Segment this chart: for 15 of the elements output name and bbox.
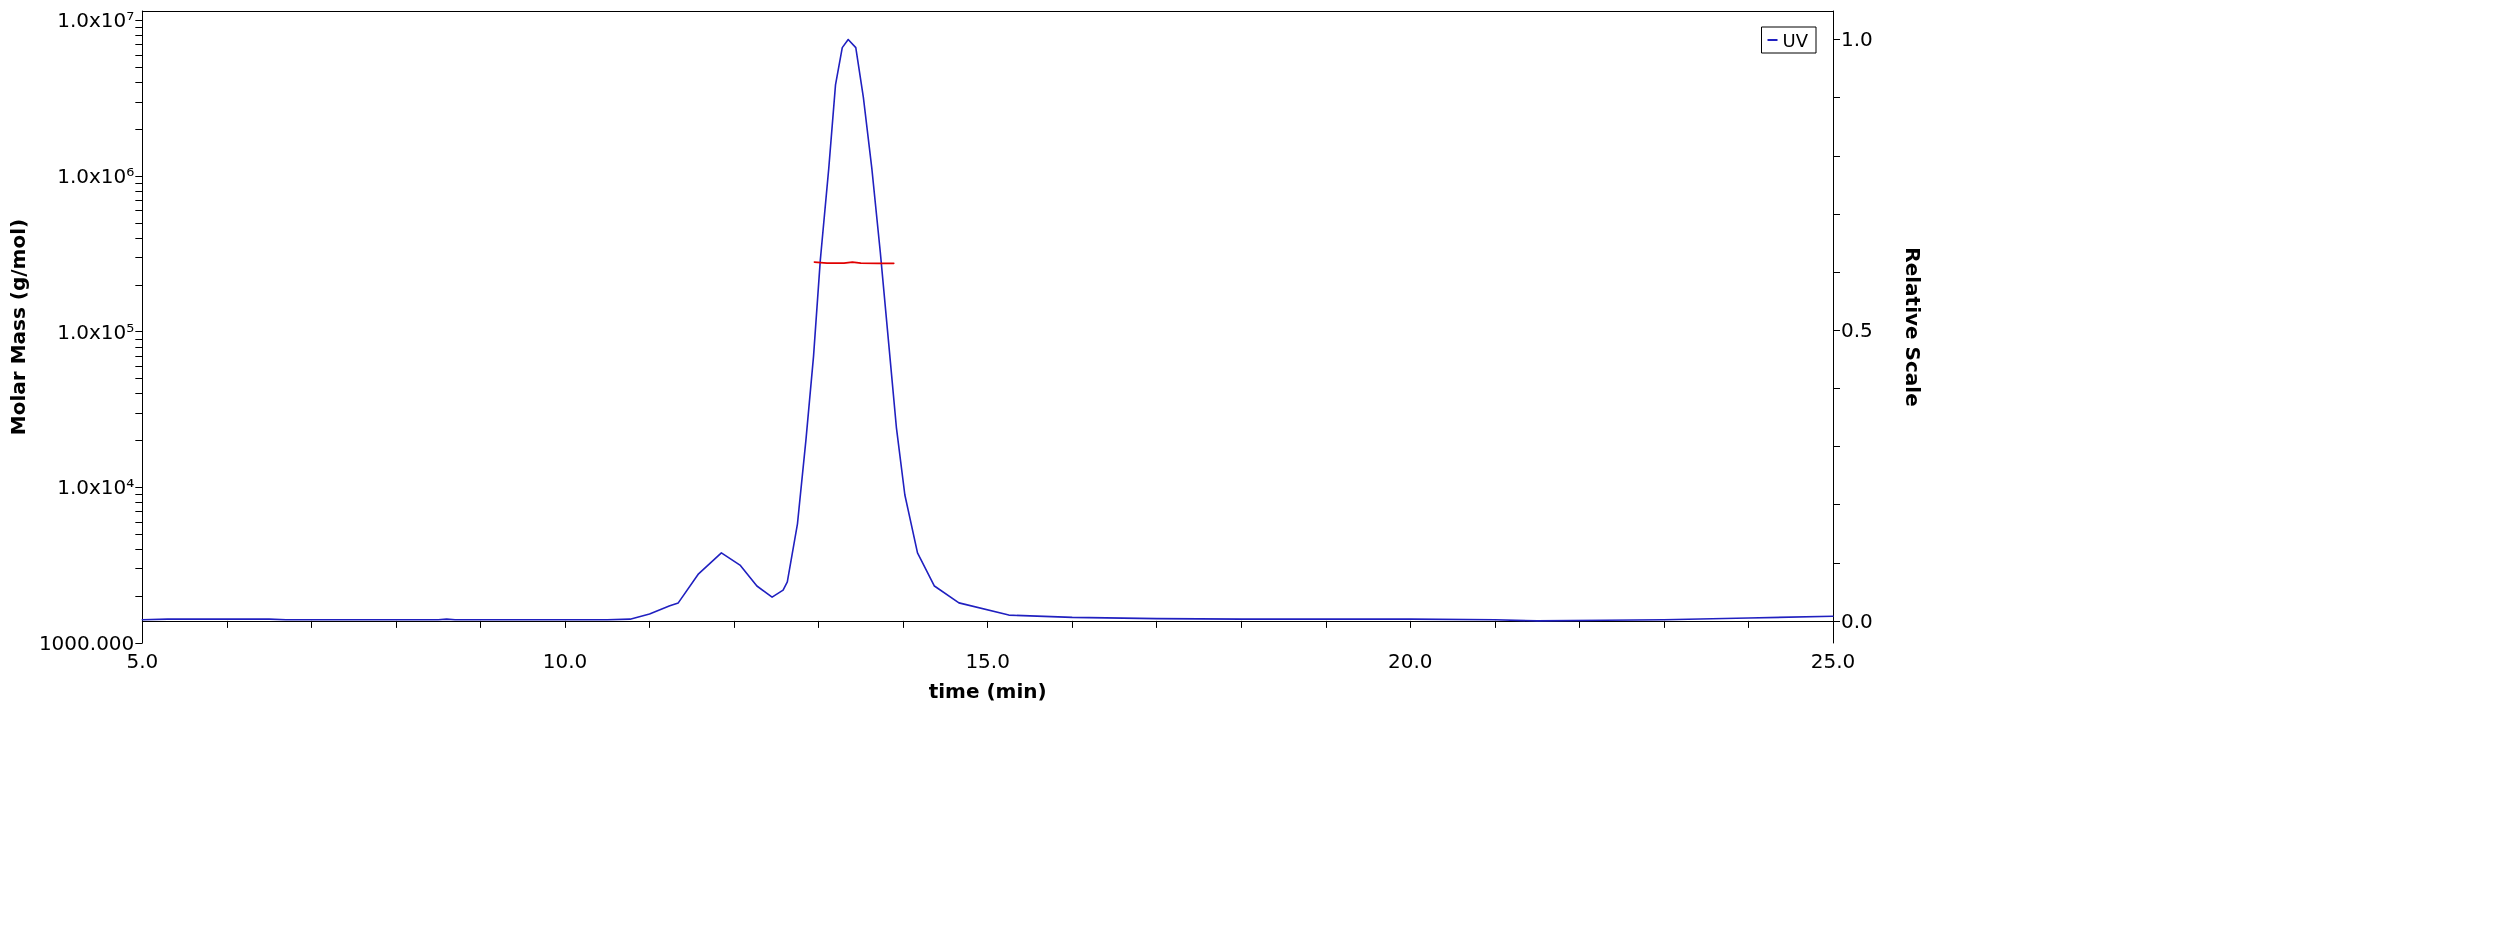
- x-tick-label: 10.0: [542, 649, 588, 673]
- y-tick-label: 1.0x10⁷: [57, 8, 135, 33]
- legend-label: UV: [1782, 29, 1809, 51]
- x-axis-title: time (min): [928, 679, 1047, 703]
- y2-tick-label: 1.0: [1841, 27, 1873, 52]
- y2-axis-title: Relative Scale: [1901, 247, 1925, 407]
- y2-tick-label: 0.0: [1841, 608, 1873, 633]
- x-tick-label: 15.0: [965, 649, 1010, 673]
- x-tick-label: 25.0: [1810, 649, 1856, 673]
- y-axis-title: Molar Mass (g/mol): [6, 218, 30, 436]
- y2-tick-label: 0.5: [1841, 318, 1873, 343]
- y-tick-label: 1.0x10⁵: [57, 319, 135, 344]
- y-tick-label: 1.0x10⁶: [57, 164, 135, 189]
- y-tick-label: 1.0x10⁴: [57, 475, 135, 500]
- x-tick-label: 20.0: [1388, 649, 1433, 673]
